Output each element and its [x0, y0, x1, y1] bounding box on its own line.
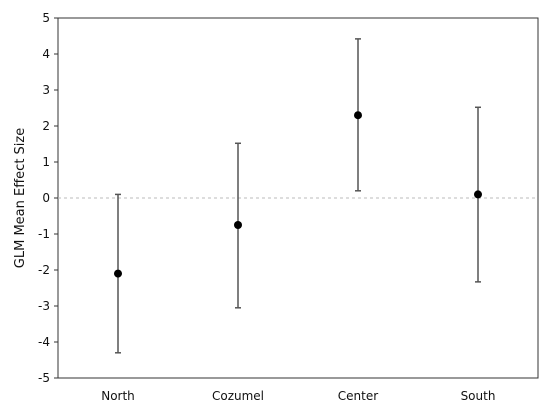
data-marks — [114, 38, 482, 354]
y-tick-label: -3 — [38, 299, 50, 313]
x-tick-label: North — [101, 389, 135, 403]
y-axis-title: GLM Mean Effect Size — [13, 128, 28, 268]
y-tick-label: 2 — [42, 119, 50, 133]
y-tick-label: -2 — [38, 263, 50, 277]
data-point — [354, 111, 362, 120]
x-tick-label: Center — [338, 389, 378, 403]
data-point — [114, 269, 122, 278]
y-tick-label: 5 — [42, 11, 50, 25]
y-tick-label: -1 — [38, 227, 50, 241]
y-tick-label: -4 — [38, 335, 50, 349]
y-tick-label: 0 — [42, 191, 50, 205]
y-axis: 5 4 3 2 1 0 -1 -2 -3 -4 -5 — [38, 11, 58, 385]
y-tick-label: 4 — [42, 47, 50, 61]
data-point — [234, 221, 242, 229]
y-tick-label: -5 — [38, 371, 50, 385]
data-point — [474, 190, 482, 199]
y-tick-label: 1 — [42, 155, 50, 169]
y-tick-label: 3 — [42, 83, 50, 97]
x-axis: North Cozumel Center South — [101, 389, 495, 403]
x-tick-label: Cozumel — [212, 389, 264, 403]
x-tick-label: South — [461, 389, 496, 403]
